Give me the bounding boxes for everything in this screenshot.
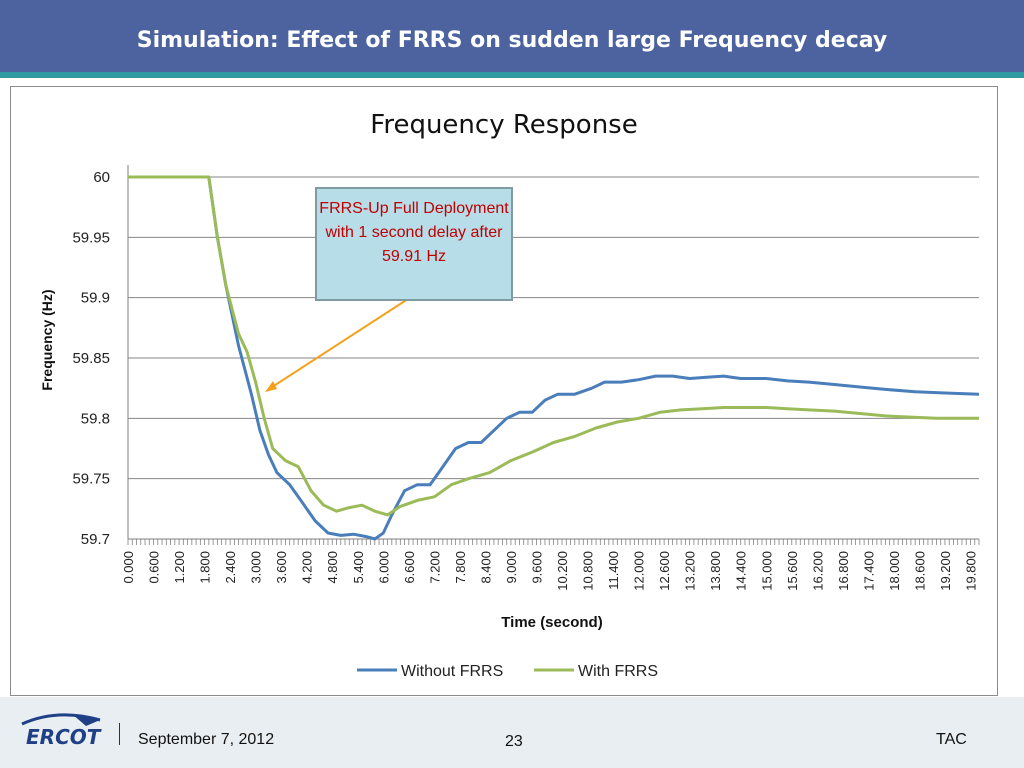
y-tick-label: 59.7 — [81, 531, 110, 548]
page-number: 23 — [505, 733, 523, 750]
x-tick-label: 7.800 — [453, 551, 468, 584]
x-tick-label: 6.000 — [376, 551, 391, 584]
x-tick-label: 12.600 — [657, 551, 672, 591]
y-tick-label: 60 — [93, 169, 110, 186]
ercot-logo: ERCOT — [21, 713, 102, 749]
annotation-arrow — [268, 296, 412, 390]
annotation-box — [315, 187, 513, 301]
x-tick-label: 9.000 — [504, 551, 519, 584]
footer-date: September 7, 2012 — [138, 731, 275, 748]
x-tick-label: 9.600 — [529, 551, 544, 584]
title-bar — [0, 0, 1024, 72]
series-line-without-frrs — [128, 175, 980, 541]
x-tick-label: 16.800 — [836, 551, 851, 591]
x-tick-label: 5.400 — [351, 551, 366, 584]
footer-bar — [0, 697, 1024, 768]
x-axis-ticks: 0.000 0.600 1.200 1.800 2.400 3.000 3.600 4.200… — [121, 539, 980, 591]
annotation-arrowhead — [265, 381, 277, 392]
x-tick-label: 15.600 — [785, 551, 800, 591]
chart-frame: Frequency Response 60 59.95 59.9 59.85 59.8 5… — [10, 86, 998, 696]
x-tick-label: 15.000 — [759, 551, 774, 591]
x-tick-label: 6.600 — [402, 551, 417, 584]
x-tick-label: 1.200 — [172, 551, 187, 584]
x-tick-label: 10.200 — [555, 551, 570, 591]
x-tick-label: 4.200 — [300, 551, 315, 584]
y-tick-label: 59.85 — [72, 350, 110, 367]
chart-title: Frequency Response — [370, 110, 637, 140]
footer-separator — [119, 723, 120, 745]
annotation-text: FRRS-Up Full Deployment with 1 second de… — [319, 200, 509, 265]
x-tick-label: 12.000 — [632, 551, 647, 591]
x-tick-label: 2.400 — [223, 551, 238, 584]
title-bar-rule — [0, 72, 1024, 78]
frequency-response-chart: Frequency Response 60 59.95 59.9 59.85 59.8 5… — [39, 110, 980, 680]
y-tick-label: 59.9 — [81, 290, 110, 307]
x-tick-label: 0.600 — [147, 551, 162, 584]
x-tick-label: 3.000 — [249, 551, 264, 584]
x-tick-label: 1.800 — [198, 551, 213, 584]
footer-tac: TAC — [936, 731, 967, 748]
legend: Without FRRS With FRRS — [357, 663, 658, 680]
grid-lines — [127, 165, 979, 540]
x-tick-label: 7.200 — [427, 551, 442, 584]
y-axis-label: Frequency (Hz) — [39, 289, 55, 390]
x-tick-label: 0.000 — [121, 551, 136, 584]
x-tick-label: 17.400 — [861, 551, 876, 591]
y-axis-ticks: 60 59.95 59.9 59.85 59.8 59.75 59.7 — [72, 169, 110, 548]
x-tick-label: 13.200 — [683, 551, 698, 591]
x-tick-label: 18.000 — [887, 551, 902, 591]
x-tick-label: 14.400 — [734, 551, 749, 591]
y-tick-label: 59.8 — [81, 410, 110, 427]
x-tick-label: 18.600 — [912, 551, 927, 591]
legend-label-without-frrs: Without FRRS — [401, 663, 503, 680]
slide-title: Simulation: Effect of FRRS on sudden lar… — [136, 28, 888, 53]
logo-text: ERCOT — [26, 725, 102, 749]
y-tick-label: 59.75 — [72, 471, 110, 488]
x-tick-label: 19.800 — [963, 551, 978, 591]
series-line-with-frrs — [128, 175, 979, 517]
x-tick-label: 3.600 — [274, 551, 289, 584]
x-tick-label: 11.400 — [606, 551, 621, 590]
x-axis-label: Time (second) — [501, 614, 602, 631]
x-tick-label: 8.400 — [478, 551, 493, 584]
y-tick-label: 59.95 — [72, 229, 110, 246]
x-tick-label: 19.200 — [938, 551, 953, 591]
x-tick-label: 16.200 — [810, 551, 825, 591]
x-tick-label: 13.800 — [708, 551, 723, 591]
legend-label-with-frrs: With FRRS — [578, 663, 658, 680]
series-lines — [128, 175, 980, 541]
x-tick-label: 10.800 — [581, 551, 596, 591]
x-tick-label: 4.800 — [325, 551, 340, 584]
